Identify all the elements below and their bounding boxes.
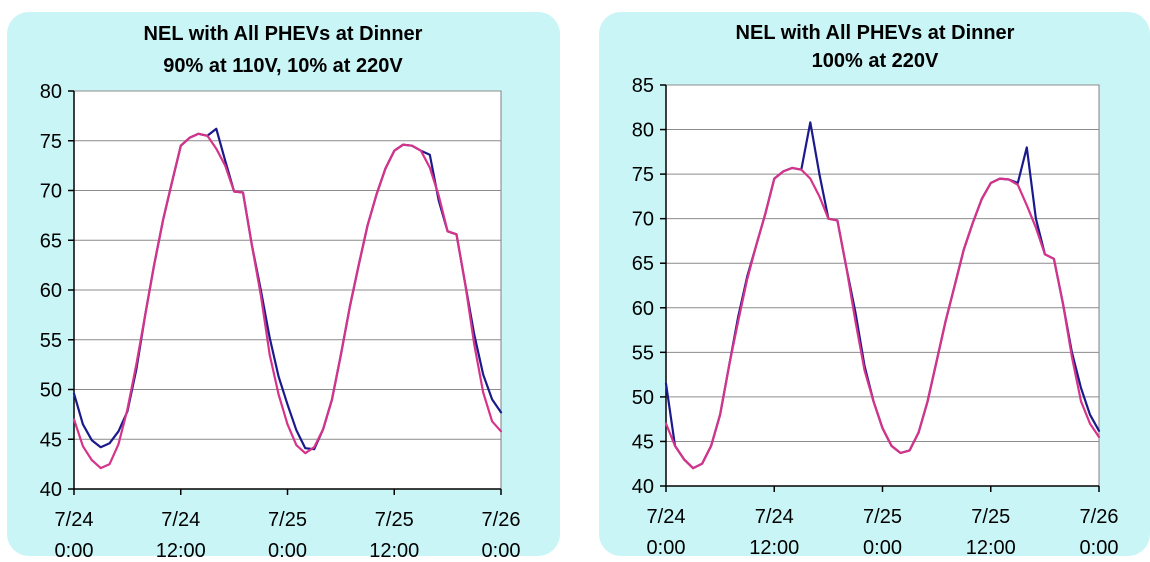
y-tick-label: 40 [40,479,62,501]
chart-title-line-1: NEL with All PHEVs at Dinner [736,22,1015,44]
y-tick-label: 55 [40,330,62,352]
y-tick-label: 70 [40,181,62,203]
x-tick-label-date: 7/25 [375,509,414,531]
chart-panel-right: NEL with All PHEVs at Dinner 100% at 220V… [599,12,1150,559]
chart-left: NEL with All PHEVs at Dinner 90% at 110V,… [40,23,521,562]
series-line-2 [72,132,503,470]
x-tick-label-time: 12:00 [966,537,1016,559]
chart-right: NEL with All PHEVs at Dinner 100% at 220V… [632,22,1119,559]
x-tick-label-time: 0:00 [1080,537,1119,559]
y-tick-label: 50 [632,387,654,409]
y-tick-label: 75 [632,164,654,186]
x-tick-label-date: 7/24 [161,509,200,531]
x-tick-label-time: 12:00 [369,540,419,562]
y-tick-label: 60 [40,280,62,302]
chart-title-line-1: NEL with All PHEVs at Dinner [144,23,423,45]
y-tick-label: 80 [40,81,62,103]
series-line-2 [664,166,1101,470]
x-tick-label-date: 7/24 [55,509,94,531]
y-tick-label: 80 [632,120,654,142]
x-tick-label-date: 7/25 [268,509,307,531]
x-tick-label-date: 7/26 [1080,506,1119,528]
y-tick-label: 65 [632,253,654,275]
y-tick-label: 85 [632,75,654,97]
chart-title-line-2: 90% at 110V, 10% at 220V [163,55,403,77]
x-tick-label-date: 7/24 [647,506,686,528]
y-tick-label: 70 [632,209,654,231]
x-tick-label-time: 0:00 [482,540,521,562]
x-tick-label-time: 12:00 [156,540,206,562]
x-tick-label-date: 7/25 [971,506,1010,528]
x-tick-label-time: 0:00 [647,537,686,559]
y-tick-label: 55 [632,342,654,364]
y-tick-label: 75 [40,131,62,153]
x-tick-label-date: 7/24 [755,506,794,528]
x-tick-label-time: 0:00 [55,540,94,562]
y-tick-label: 40 [632,476,654,498]
chart-panel-left: NEL with All PHEVs at Dinner 90% at 110V,… [7,12,560,562]
chart-title-line-2: 100% at 220V [812,50,939,72]
y-tick-label: 50 [40,380,62,402]
x-tick-label-time: 0:00 [863,537,902,559]
x-tick-label-time: 12:00 [749,537,799,559]
y-tick-label: 45 [632,431,654,453]
x-tick-label-date: 7/26 [482,509,521,531]
x-tick-label-time: 0:00 [268,540,307,562]
y-tick-label: 45 [40,429,62,451]
y-tick-label: 60 [632,298,654,320]
x-tick-label-date: 7/25 [863,506,902,528]
y-tick-label: 65 [40,230,62,252]
